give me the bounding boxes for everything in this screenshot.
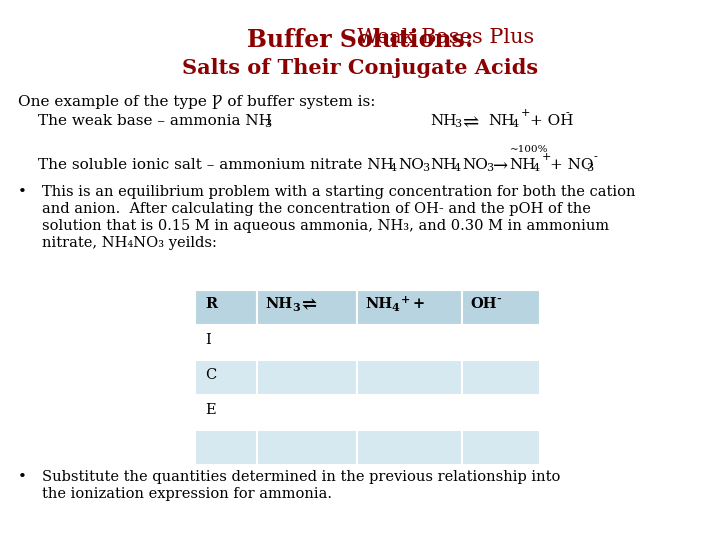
Text: nitrate, NH₄NO₃ yeilds:: nitrate, NH₄NO₃ yeilds: (42, 236, 217, 250)
Bar (357, 395, 462, 430)
Text: OH: OH (470, 297, 497, 311)
Bar (257, 395, 357, 430)
Text: The soluble ionic salt – ammonium nitrate NH: The soluble ionic salt – ammonium nitrat… (38, 158, 394, 172)
Text: the ionization expression for ammonia.: the ionization expression for ammonia. (42, 487, 332, 501)
Text: One example of the type Ƿ of buffer system is:: One example of the type Ƿ of buffer syst… (18, 95, 376, 109)
Text: solution that is 0.15 Μ in aqueous ammonia, NH₃, and 0.30 Μ in ammonium: solution that is 0.15 Μ in aqueous ammon… (42, 219, 609, 233)
Text: R: R (205, 297, 217, 311)
Text: +: + (401, 294, 410, 305)
Text: -: - (566, 108, 570, 118)
Text: The weak base – ammonia NH: The weak base – ammonia NH (38, 114, 272, 128)
Bar (195, 430, 257, 465)
Text: ~100%: ~100% (510, 145, 549, 154)
Text: 4: 4 (390, 163, 397, 173)
Text: 3: 3 (486, 163, 493, 173)
Text: ⇌: ⇌ (462, 113, 478, 131)
Bar (257, 325, 357, 360)
Text: 4: 4 (512, 119, 519, 129)
Text: 3: 3 (422, 163, 429, 173)
Text: +: + (521, 108, 531, 118)
Bar (462, 395, 540, 430)
Bar (195, 325, 257, 360)
Bar (357, 290, 462, 325)
Text: + NO: + NO (550, 158, 593, 172)
Bar (195, 290, 257, 325)
Text: NO: NO (398, 158, 424, 172)
Text: 4: 4 (533, 163, 540, 173)
Bar (257, 430, 357, 465)
Bar (257, 290, 357, 325)
Text: NH: NH (430, 114, 456, 128)
Text: + OH: + OH (530, 114, 574, 128)
Bar (357, 360, 462, 395)
Text: +: + (542, 152, 552, 162)
Text: -: - (594, 152, 598, 162)
Text: •: • (18, 470, 27, 484)
Text: NH: NH (509, 158, 536, 172)
Text: NH: NH (430, 158, 456, 172)
Text: 3: 3 (454, 119, 461, 129)
Text: -: - (496, 294, 500, 305)
Text: 4: 4 (454, 163, 461, 173)
Text: 3: 3 (586, 163, 593, 173)
Bar (462, 325, 540, 360)
Text: NO: NO (462, 158, 488, 172)
Text: NH: NH (365, 297, 392, 311)
Text: E: E (205, 403, 215, 417)
Text: Buffer Solutions:: Buffer Solutions: (247, 28, 473, 52)
Bar (462, 290, 540, 325)
Text: 3: 3 (264, 119, 271, 129)
Text: This is an equilibrium problem with a starting concentration for both the cation: This is an equilibrium problem with a st… (42, 185, 636, 199)
Bar (195, 395, 257, 430)
Bar (462, 430, 540, 465)
Text: 4: 4 (392, 302, 400, 313)
Text: Salts of Their Conjugate Acids: Salts of Their Conjugate Acids (182, 58, 538, 78)
Text: ⇌: ⇌ (301, 296, 316, 314)
Bar (257, 360, 357, 395)
Text: Weak Bases Plus: Weak Bases Plus (185, 28, 535, 47)
Text: •: • (18, 185, 27, 199)
Text: I: I (205, 333, 211, 347)
Bar (462, 360, 540, 395)
Text: 3: 3 (292, 302, 300, 313)
Bar (195, 360, 257, 395)
Bar (357, 430, 462, 465)
Text: NH: NH (265, 297, 292, 311)
Text: +: + (413, 297, 425, 311)
Text: Substitute the quantities determined in the previous relationship into: Substitute the quantities determined in … (42, 470, 560, 484)
Text: NH: NH (488, 114, 515, 128)
Text: C: C (205, 368, 216, 382)
Text: →: → (493, 157, 508, 175)
Text: and anion.  After calculating the concentration of OH- and the pOH of the: and anion. After calculating the concent… (42, 202, 591, 216)
Bar (357, 325, 462, 360)
